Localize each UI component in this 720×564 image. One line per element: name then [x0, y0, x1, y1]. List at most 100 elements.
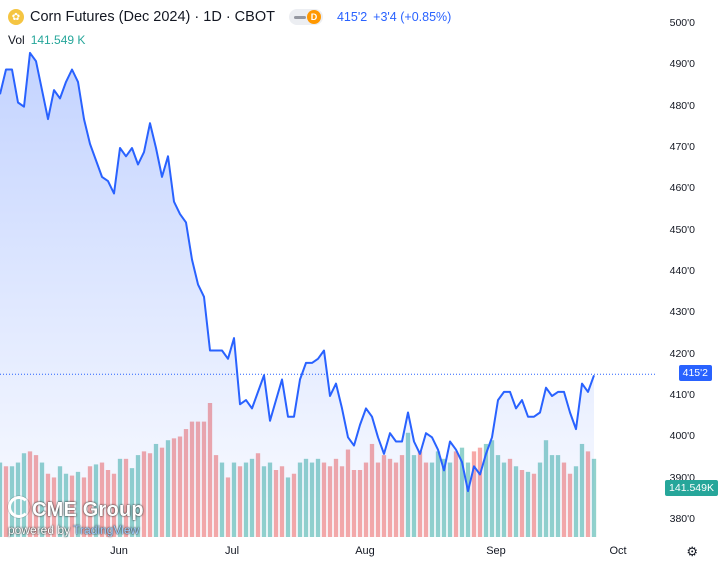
- price-point[interactable]: [238, 402, 242, 406]
- timeframe-toggle[interactable]: D: [288, 9, 323, 25]
- price-point[interactable]: [178, 212, 182, 216]
- price-point[interactable]: [496, 398, 500, 402]
- price-point[interactable]: [22, 105, 26, 109]
- price-point[interactable]: [352, 444, 356, 448]
- price-point[interactable]: [316, 357, 320, 361]
- price-point[interactable]: [94, 158, 98, 162]
- price-point[interactable]: [190, 258, 194, 262]
- price-point[interactable]: [226, 357, 230, 361]
- price-point[interactable]: [364, 406, 368, 410]
- price-point[interactable]: [478, 473, 482, 477]
- price-point[interactable]: [142, 150, 146, 154]
- price-point[interactable]: [346, 435, 350, 439]
- price-point[interactable]: [16, 101, 20, 105]
- price-point[interactable]: [232, 336, 236, 340]
- price-point[interactable]: [28, 51, 32, 55]
- price-point[interactable]: [502, 390, 506, 394]
- price-point[interactable]: [274, 398, 278, 402]
- price-point[interactable]: [148, 121, 152, 125]
- price-point[interactable]: [280, 377, 284, 381]
- price-point[interactable]: [76, 80, 80, 84]
- price-point[interactable]: [124, 154, 128, 158]
- price-point[interactable]: [220, 349, 224, 353]
- price-point[interactable]: [388, 431, 392, 435]
- price-point[interactable]: [304, 361, 308, 365]
- price-point[interactable]: [442, 468, 446, 472]
- price-point[interactable]: [340, 406, 344, 410]
- price-point[interactable]: [460, 460, 464, 464]
- price-point[interactable]: [514, 406, 518, 410]
- price-point[interactable]: [472, 464, 476, 468]
- price-point[interactable]: [40, 88, 44, 92]
- price-point[interactable]: [4, 67, 8, 71]
- price-point[interactable]: [34, 59, 38, 63]
- price-point[interactable]: [418, 452, 422, 456]
- price-point[interactable]: [520, 398, 524, 402]
- price-point[interactable]: [556, 390, 560, 394]
- price-point[interactable]: [508, 390, 512, 394]
- price-point[interactable]: [334, 382, 338, 386]
- price-point[interactable]: [532, 415, 536, 419]
- price-point[interactable]: [184, 220, 188, 224]
- price-point[interactable]: [10, 67, 14, 71]
- price-point[interactable]: [136, 163, 140, 167]
- price-point[interactable]: [490, 435, 494, 439]
- price-point[interactable]: [412, 439, 416, 443]
- settings-icon[interactable]: ⚙: [686, 544, 698, 559]
- price-point[interactable]: [88, 142, 92, 146]
- price-point[interactable]: [106, 179, 110, 183]
- price-point[interactable]: [130, 146, 134, 150]
- price-point[interactable]: [292, 415, 296, 419]
- price-point[interactable]: [100, 175, 104, 179]
- price-point[interactable]: [298, 377, 302, 381]
- price-point[interactable]: [250, 406, 254, 410]
- price-point[interactable]: [82, 117, 86, 121]
- price-point[interactable]: [358, 423, 362, 427]
- price-point[interactable]: [208, 349, 212, 353]
- price-point[interactable]: [70, 67, 74, 71]
- price-point[interactable]: [256, 390, 260, 394]
- chart-title[interactable]: Corn Futures (Dec 2024) · 1D · CBOT: [30, 9, 275, 25]
- price-point[interactable]: [526, 415, 530, 419]
- price-point[interactable]: [46, 117, 50, 121]
- price-point[interactable]: [322, 349, 326, 353]
- price-point[interactable]: [544, 386, 548, 390]
- price-point[interactable]: [328, 394, 332, 398]
- price-point[interactable]: [424, 431, 428, 435]
- price-point[interactable]: [172, 200, 176, 204]
- price-point[interactable]: [244, 398, 248, 402]
- price-point[interactable]: [574, 427, 578, 431]
- price-point[interactable]: [448, 439, 452, 443]
- price-point[interactable]: [586, 390, 590, 394]
- price-point[interactable]: [118, 146, 122, 150]
- price-point[interactable]: [154, 146, 158, 150]
- price-point[interactable]: [538, 411, 542, 415]
- price-point[interactable]: [568, 411, 572, 415]
- price-point[interactable]: [430, 435, 434, 439]
- price-point[interactable]: [382, 452, 386, 456]
- price-point[interactable]: [202, 295, 206, 299]
- price-point[interactable]: [166, 154, 170, 158]
- price-point[interactable]: [196, 282, 200, 286]
- price-point[interactable]: [160, 175, 164, 179]
- price-point[interactable]: [400, 439, 404, 443]
- price-point[interactable]: [64, 80, 68, 84]
- price-point[interactable]: [112, 191, 116, 195]
- price-point[interactable]: [454, 448, 458, 452]
- price-point[interactable]: [268, 419, 272, 423]
- price-point[interactable]: [484, 452, 488, 456]
- price-point[interactable]: [376, 435, 380, 439]
- price-point[interactable]: [406, 411, 410, 415]
- price-point[interactable]: [214, 349, 218, 353]
- price-point[interactable]: [52, 88, 56, 92]
- price-point[interactable]: [466, 489, 470, 493]
- price-point[interactable]: [562, 390, 566, 394]
- price-point[interactable]: [286, 415, 290, 419]
- price-point[interactable]: [58, 96, 62, 100]
- price-point[interactable]: [550, 394, 554, 398]
- price-point[interactable]: [370, 415, 374, 419]
- price-point[interactable]: [436, 448, 440, 452]
- price-point[interactable]: [580, 382, 584, 386]
- price-point[interactable]: [310, 361, 314, 365]
